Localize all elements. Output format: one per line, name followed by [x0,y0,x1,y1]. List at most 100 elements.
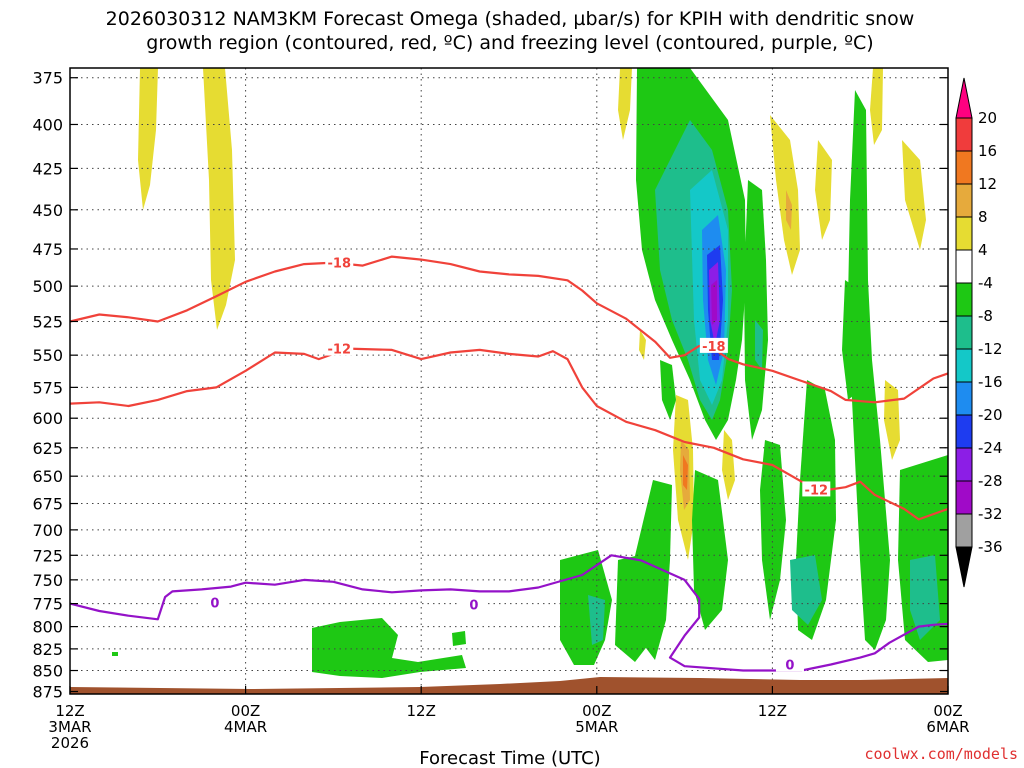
y-tick-label: 675 [32,495,63,514]
y-axis: 375 400 425 450 475 500 525 550 575 600 625 650 675 7… [32,69,948,702]
x-tick-label: 00Z [231,702,260,720]
contour-label: 0 [785,659,794,674]
y-tick-label: 800 [32,618,63,637]
y-tick-label: 650 [32,467,63,486]
omega-up-region [770,115,800,275]
omega-down-region [615,555,655,662]
contour-label: 0 [469,599,478,614]
x-tick-label: 00Z [582,702,611,720]
x-tick-label: 00Z [933,702,962,720]
colorbar: 20 16 12 8 4 -4 -8 -12 -16 -20 -24 -28 -32 -36 [955,77,1003,588]
contour-label-bg [802,481,831,497]
colorbar-swatch [955,183,973,218]
y-tick-label: 500 [32,277,63,296]
colorbar-swatch [955,513,973,548]
colorbar-label: 16 [978,142,997,160]
colorbar-swatch [955,117,973,152]
omega-up-region [138,68,158,210]
omega-up-region [815,140,832,240]
y-tick-label: 825 [32,640,63,659]
colorbar-label: -32 [978,505,1003,523]
x-tick-label: 3MAR [48,718,91,736]
x-tick-label: 12Z [758,702,787,720]
y-tick-label: 700 [32,521,63,540]
plot-frame [69,67,949,695]
omega-down-region [692,470,728,630]
colorbar-label: 12 [978,175,997,193]
colorbar-label: -16 [978,373,1003,391]
contour-label: -18 [328,257,352,272]
colorbar-swatch [955,381,973,416]
omega-down-core [711,280,717,325]
omega-down-strong [755,320,763,370]
contour-line [69,554,949,672]
chart-title-line1: 2026030312 NAM3KM Forecast Omega (shaded… [106,8,915,30]
colorbar-label: -8 [978,307,993,325]
contour-label-bg [775,656,804,672]
contour-label: -18 [702,340,726,355]
omega-down-region [760,440,786,620]
colorbar-arrow-bottom [955,546,973,588]
contour-label: -12 [805,483,829,498]
omega-up-region [639,330,646,360]
terrain [70,677,948,694]
colorbar-label: -20 [978,406,1003,424]
y-tick-label: 725 [32,546,63,565]
y-tick-label: 750 [32,571,63,590]
omega-up-core [786,190,792,230]
contours: -18 -18 -12 -12 0 0 0 [69,254,949,674]
y-tick-label: 850 [32,662,63,681]
contour-label-bg [200,594,229,610]
chart-title-line2: growth region (contoured, red, ºC) and f… [146,32,873,54]
omega-up-core [683,455,688,490]
x-tick-label: 2026 [51,734,89,752]
colorbar-swatch [955,348,973,383]
y-tick-label: 375 [32,69,63,88]
y-tick-label: 450 [32,201,63,220]
omega-down-region [848,90,890,650]
colorbar-label: -36 [978,538,1003,556]
y-tick-label: 475 [32,240,63,259]
contour-label-bg [459,596,488,612]
colorbar-label: 4 [978,241,988,259]
y-tick-label: 625 [32,439,63,458]
contour-label-bg [325,340,354,356]
x-tick-label: 12Z [55,702,84,720]
y-tick-label: 400 [32,115,63,134]
colorbar-label: -4 [978,274,993,292]
omega-down-region [452,631,466,646]
contour-label-bg [325,254,354,270]
x-tick-label: 4MAR [224,718,267,736]
contour-label-bg [699,337,728,353]
contour-line [69,347,949,521]
omega-down-region [744,180,768,440]
y-tick-label: 875 [32,683,63,702]
colorbar-swatch [955,216,973,251]
colorbar-label: -28 [978,472,1003,490]
omega-down-strong [588,595,605,645]
contour-label: -12 [328,343,352,358]
omega-down-region [842,280,866,400]
omega-down-strong [910,555,940,640]
omega-up-region [870,68,883,145]
omega-up-region [902,140,926,250]
omega-down-strong [790,555,822,625]
y-tick-label: 575 [32,378,63,397]
y-tick-label: 550 [32,346,63,365]
x-tick-label: 12Z [407,702,436,720]
x-tick-label: 5MAR [575,718,618,736]
contour-line [69,255,949,404]
x-tick-label: 6MAR [926,718,969,736]
y-tick-label: 775 [32,595,63,614]
y-tick-label: 525 [32,312,63,331]
colorbar-swatch [955,414,973,449]
colorbar-swatch [955,447,973,482]
colorbar-swatch [955,282,973,317]
colorbar-arrow-top [955,77,973,119]
colorbar-swatch [955,480,973,515]
omega-down-region [112,652,118,656]
colorbar-swatch [955,315,973,350]
colorbar-swatch [955,150,973,185]
colorbar-label: -24 [978,439,1003,457]
credit-text: coolwx.com/models [864,745,1018,763]
